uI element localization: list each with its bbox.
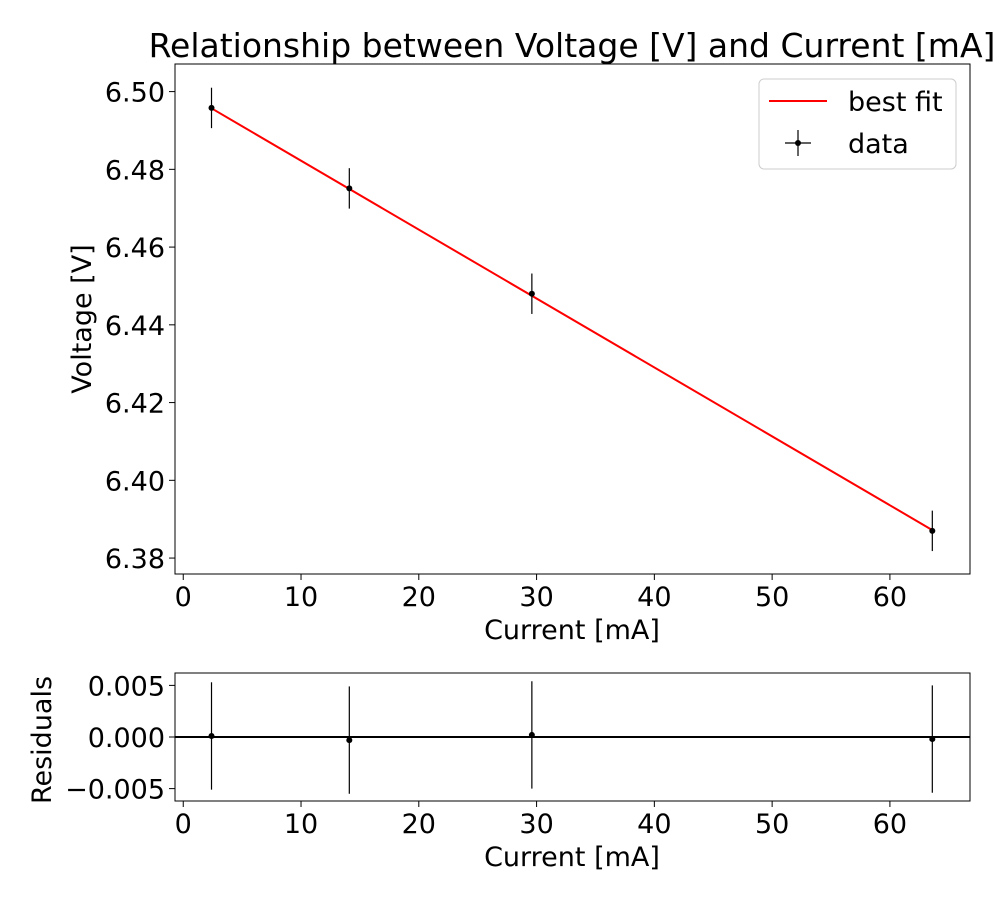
main-x-tick-label: 40 — [637, 582, 671, 613]
residuals-y-tick-label: −0.005 — [65, 775, 165, 806]
residuals-y-tick-label: 0.005 — [88, 671, 165, 702]
main-plot-frame — [174, 63, 971, 575]
main-y-ticks: 6.38 6.40 6.42 6.44 6.46 6.48 6.50 — [105, 78, 175, 575]
main-x-tick-label: 10 — [284, 582, 318, 613]
main-x-ticks: 0 10 20 30 40 50 60 — [175, 574, 907, 613]
main-x-tick-label: 30 — [519, 582, 553, 613]
residuals-x-tick-label: 10 — [284, 809, 318, 840]
main-data-point — [528, 290, 535, 297]
main-y-tick-label: 6.46 — [105, 233, 165, 264]
residuals-x-tick-label: 20 — [402, 809, 436, 840]
main-data-point — [929, 527, 936, 534]
legend: best fit data — [758, 78, 957, 170]
residuals-x-axis-label: Current [mA] — [484, 842, 660, 873]
residuals-y-tick-label: 0.000 — [88, 723, 165, 754]
main-y-axis-label: Voltage [V] — [67, 244, 98, 393]
legend-data-label: data — [848, 129, 909, 160]
residuals-x-ticks: 0 10 20 30 40 50 60 — [175, 801, 907, 840]
residuals-x-tick-label: 40 — [637, 809, 671, 840]
legend-data-swatch — [785, 130, 811, 156]
residuals-x-tick-label: 0 — [175, 809, 192, 840]
residuals-y-ticks: −0.005 0.000 0.005 — [65, 671, 175, 806]
residuals-data-point — [528, 731, 535, 738]
legend-best-fit-label: best fit — [848, 87, 943, 118]
main-y-tick-label: 6.50 — [105, 78, 165, 109]
main-data-point — [208, 104, 215, 111]
residuals-series — [175, 681, 970, 794]
main-data-point — [346, 185, 353, 192]
main-x-tick-label: 0 — [175, 582, 192, 613]
main-y-tick-label: 6.48 — [105, 155, 165, 186]
main-x-tick-label: 60 — [873, 582, 907, 613]
chart-title: Relationship between Voltage [V] and Cur… — [149, 26, 996, 65]
main-x-axis-label: Current [mA] — [484, 615, 660, 646]
main-y-tick-label: 6.44 — [105, 311, 165, 342]
main-y-tick-label: 6.38 — [105, 544, 165, 575]
main-y-tick-label: 6.42 — [105, 389, 165, 420]
residuals-x-tick-label: 60 — [873, 809, 907, 840]
main-x-tick-label: 20 — [402, 582, 436, 613]
residuals-data-point — [929, 736, 936, 743]
residuals-data-point — [208, 732, 215, 739]
main-y-tick-label: 6.40 — [105, 466, 165, 497]
residuals-data-point — [346, 737, 353, 744]
residuals-x-tick-label: 30 — [519, 809, 553, 840]
main-plot: 0 10 20 30 40 50 60 6.386.406.426.446.466.486.… — [67, 63, 971, 646]
main-x-tick-label: 50 — [755, 582, 789, 613]
residuals-y-axis-label: Residuals — [27, 676, 58, 804]
residuals-plot: 0 10 20 30 40 50 60 −0.005 0.000 0.005 Current [… — [27, 671, 971, 873]
residuals-x-tick-label: 50 — [755, 809, 789, 840]
main-best-fit-line — [211, 107, 933, 531]
main-series — [208, 87, 936, 552]
